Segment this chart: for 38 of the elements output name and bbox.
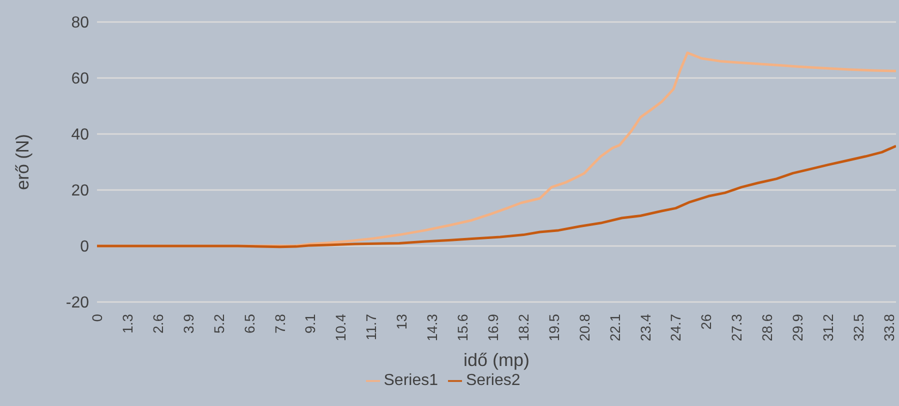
- y-tick-label: 20: [71, 182, 90, 200]
- x-tick-label: 26: [698, 314, 714, 330]
- x-tick-label: 24.7: [668, 314, 684, 342]
- y-axis-title: erő (N): [12, 134, 32, 190]
- x-tick-label: 9.1: [302, 314, 318, 334]
- x-tick-label: 1.3: [119, 314, 136, 334]
- x-tick-label: 14.3: [424, 314, 440, 342]
- x-tick-label: 22.1: [606, 314, 623, 342]
- y-tick-label: -20: [66, 294, 90, 312]
- x-tick-label: 28.6: [759, 314, 776, 342]
- x-tick-label: 5.2: [210, 314, 227, 334]
- line-series: [97, 144, 896, 248]
- x-tick-label: 7.8: [272, 314, 288, 334]
- x-tick-label: 16.9: [484, 314, 501, 342]
- x-tick-label: 0: [89, 314, 105, 322]
- x-tick-label: 27.3: [728, 314, 745, 342]
- y-tick-label: 80: [71, 14, 90, 32]
- x-tick-label: 32.5: [850, 314, 867, 342]
- legend-label: Series2: [466, 372, 520, 389]
- x-tick-label: 2.6: [150, 314, 166, 334]
- x-tick-label: 13: [394, 314, 410, 330]
- y-tick-label: 0: [80, 238, 90, 256]
- x-tick-label: 10.4: [332, 314, 349, 342]
- x-tick-label: 20.8: [576, 314, 592, 342]
- x-tick-label: 29.9: [790, 314, 806, 342]
- x-tick-label: 18.2: [515, 314, 532, 342]
- x-tick-label: 15.6: [454, 314, 471, 342]
- x-tick-label: 6.5: [241, 314, 258, 334]
- x-tick-label: 23.4: [637, 314, 654, 342]
- x-tick-label: 11.7: [363, 314, 380, 340]
- y-tick-label: 40: [71, 126, 90, 144]
- x-tick-label: 33.8: [880, 314, 897, 342]
- y-tick-label: 60: [71, 70, 90, 88]
- x-tick-label: 3.9: [180, 314, 196, 334]
- x-axis-title: idő (mp): [463, 350, 530, 370]
- x-tick-label: 19.5: [546, 314, 562, 342]
- legend-label: Series1: [384, 372, 438, 389]
- x-tick-label: 31.2: [820, 314, 836, 342]
